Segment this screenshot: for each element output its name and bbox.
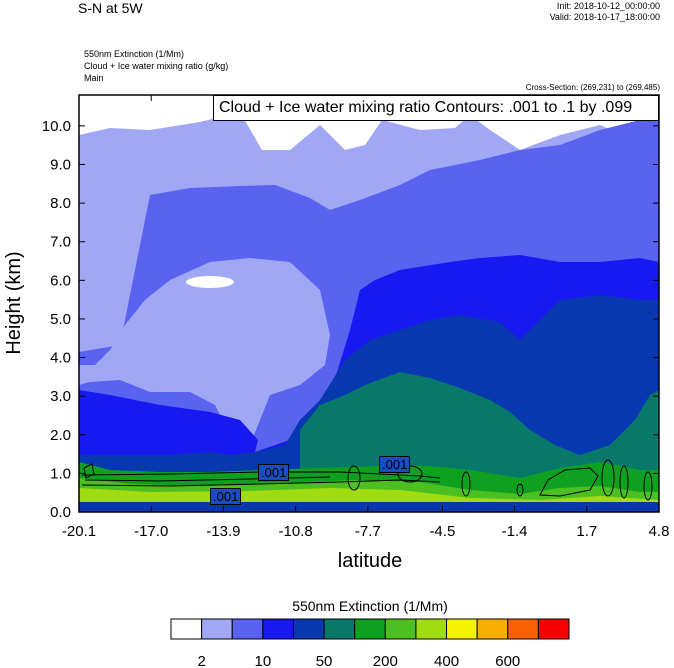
- y-tick-label: 3.0: [50, 388, 71, 405]
- colorbar-swatch: [262, 618, 294, 640]
- y-tick-label: 7.0: [50, 234, 71, 251]
- x-tick-label: -4.5: [429, 523, 455, 540]
- x-tick-label: -10.8: [279, 523, 313, 540]
- y-tick-labels: 0.0 1.0 2.0 3.0 4.0 5.0 6.0 7.0 8.0 9.0 10.0: [42, 118, 71, 521]
- y-tick-label: 0.0: [50, 504, 71, 521]
- colorbar-swatch: [384, 618, 417, 640]
- colorbar-tick-label: 50: [316, 653, 333, 668]
- x-tick-label: 1.7: [576, 523, 597, 540]
- x-tick-label: -7.7: [355, 523, 381, 540]
- y-tick-label: 4.0: [50, 350, 71, 367]
- colorbar-swatch: [323, 618, 356, 640]
- colorbar-swatch: [415, 618, 448, 640]
- colorbar-swatch: [231, 618, 264, 640]
- colorbar-title: 550nm Extinction (1/Mm): [292, 598, 448, 614]
- colorbar-tick-label: 200: [373, 653, 398, 668]
- field-main: Main: [84, 73, 104, 83]
- colorbar-swatch: [446, 618, 478, 640]
- x-axis-label: latitude: [337, 550, 403, 572]
- y-tick-label: 2.0: [50, 427, 71, 444]
- x-tick-label: -17.0: [134, 523, 168, 540]
- colorbar-swatch: [354, 618, 386, 640]
- contour-label: .001: [210, 488, 242, 505]
- colorbar-swatch: [201, 618, 233, 640]
- y-tick-label: 9.0: [50, 157, 71, 174]
- colorbar: [170, 618, 570, 640]
- field-cloud-ice: Cloud + Ice water mixing ratio (g/kg): [84, 61, 229, 71]
- colorbar-swatch: [537, 618, 570, 640]
- colorbar-tick-label: 2: [197, 653, 205, 668]
- contour-label: .001: [379, 456, 411, 473]
- valid-time: Valid: 2018-10-17_18:00:00: [549, 12, 660, 22]
- colorbar-tick-label: 10: [255, 653, 272, 668]
- colorbar-tick-label: 400: [434, 653, 459, 668]
- x-tick-labels: -20.1 -17.0 -13.9 -10.8 -7.7 -4.5 -1.4 1.7 4.8: [62, 523, 670, 540]
- y-axis-label: Height (km): [3, 251, 25, 354]
- colorbar-tick-label: 600: [495, 653, 520, 668]
- y-tick-label: 10.0: [42, 118, 71, 135]
- extinction-field: [79, 95, 659, 512]
- x-tick-label: -13.9: [206, 523, 240, 540]
- y-tick-label: 1.0: [50, 465, 71, 482]
- plot-title: S-N at 5W: [78, 0, 143, 16]
- colorbar-swatch: [476, 618, 509, 640]
- init-time: Init: 2018-10-12_00:00:00: [556, 1, 660, 11]
- contour-label: .001: [258, 464, 290, 481]
- time-info: Init: 2018-10-12_00:00:00 Valid: 2018-10…: [550, 1, 660, 23]
- colorbar-swatch: [507, 618, 539, 640]
- colorbar-swatch: [170, 618, 203, 640]
- y-tick-label: 8.0: [50, 195, 71, 212]
- y-tick-label: 6.0: [50, 272, 71, 289]
- colorbar-tick-labels: 2 10 50 200 400 600: [197, 653, 520, 668]
- x-tick-label: -20.1: [62, 523, 96, 540]
- x-tick-label: 4.8: [649, 523, 670, 540]
- contour-info-box: Cloud + Ice water mixing ratio Contours:…: [213, 95, 659, 121]
- cross-section-info: Cross-Section: (269,231) to (269,485): [525, 83, 660, 92]
- field-extinction: 550nm Extinction (1/Mm): [84, 49, 185, 59]
- y-tick-label: 5.0: [50, 311, 71, 328]
- contour-lines: [81, 459, 653, 501]
- x-tick-label: -1.4: [502, 523, 528, 540]
- colorbar-swatch: [292, 618, 325, 640]
